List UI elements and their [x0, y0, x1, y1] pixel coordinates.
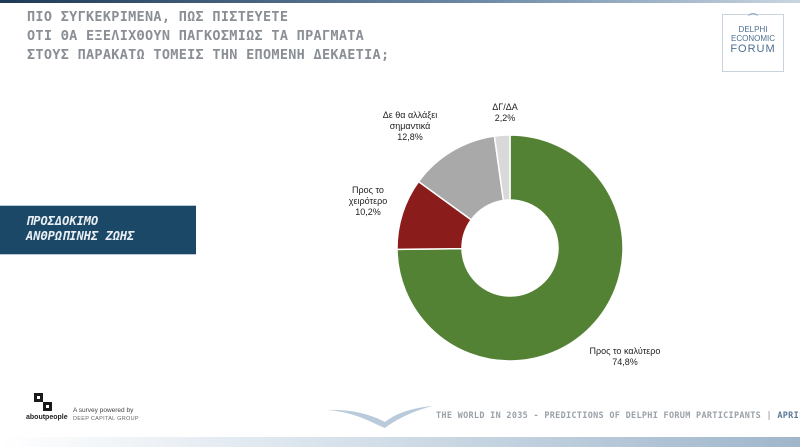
slice-worse-label: χειρότερο: [349, 196, 387, 206]
slice-better-value-label: 74,8%: [612, 357, 638, 367]
title-line-2: ΟΤΙ ΘΑ ΕΞΕΛΙΧΘΟΥΝ ΠΑΓΚΟΣΜΙΩΣ ΤΑ ΠΡΑΓΜΑΤΑ: [27, 28, 365, 44]
title-line-3: ΣΤΟΥΣ ΠΑΡΑΚΑΤΩ ΤΟΜΕΙΣ ΤΗΝ ΕΠΟΜΕΝΗ ΔΕΚΑΕΤ…: [27, 47, 390, 63]
slice-better-label: Προς το καλύτερο: [590, 346, 661, 356]
footer-month: APRIL 2025: [777, 411, 800, 421]
logo-line-2: ECONOMIC: [731, 34, 775, 43]
bottom-accent-bar: [0, 437, 800, 447]
slice-dk-na-value-label: 2,2%: [495, 113, 516, 123]
slice-worse-value-label: 10,2%: [355, 207, 381, 217]
slice-no-change-label: σημαντικά: [390, 121, 431, 131]
slice-no-change-value-label: 12,8%: [397, 132, 423, 142]
footer-caption: THE WORLD IN 2035 - PREDICTIONS OF DELPH…: [436, 411, 800, 421]
footer-caption-text: THE WORLD IN 2035 - PREDICTIONS OF DELPH…: [436, 411, 762, 421]
footer-separator: |: [761, 411, 778, 421]
slice-dk-na-label: ΔΓ/ΔΑ: [492, 102, 517, 112]
page-title: ΠΙΟ ΣΥΓΚΕΚΡΙΜΕΝΑ, ΠΩΣ ΠΙΣΤΕΥΕΤΕ ΟΤΙ ΘΑ Ε…: [27, 8, 587, 65]
slice-worse-label: Προς το: [352, 185, 384, 195]
powered-line-2: DEEP CAPITAL GROUP: [73, 416, 139, 422]
powered-line-1: A survey powered by: [73, 407, 134, 414]
top-accent-line: [0, 0, 800, 3]
category-line-2: ΑΝΘΡΩΠΙΝΗΣ ΖΩΗΣ: [26, 229, 135, 243]
crown-icon: ⌒: [748, 14, 758, 25]
wave-decoration-icon: [327, 406, 433, 428]
powered-by: A survey powered by DEEP CAPITAL GROUP: [73, 406, 139, 424]
logo-line-1: DELPHI: [738, 25, 768, 34]
slice-better: [396, 134, 624, 362]
slice-dk-na: [493, 134, 511, 202]
slice-no-change-label: Δε θα αλλάξει: [383, 110, 438, 120]
logo-line-3: FORUM: [730, 43, 776, 55]
category-line-1: ΠΡΟΣΔΟΚΙΜΟ: [26, 214, 99, 228]
aboutpeople-logo-icon: [34, 393, 52, 411]
title-line-1: ΠΙΟ ΣΥΓΚΕΚΡΙΜΕΝΑ, ΠΩΣ ΠΙΣΤΕΥΕΤΕ: [27, 9, 289, 25]
aboutpeople-brand: aboutpeople: [26, 414, 68, 421]
delphi-forum-logo: ⌒ DELPHI ECONOMIC FORUM: [722, 14, 784, 72]
category-banner: ΠΡΟΣΔΟΚΙΜΟ ΑΝΘΡΩΠΙΝΗΣ ΖΩΗΣ: [0, 205, 196, 255]
